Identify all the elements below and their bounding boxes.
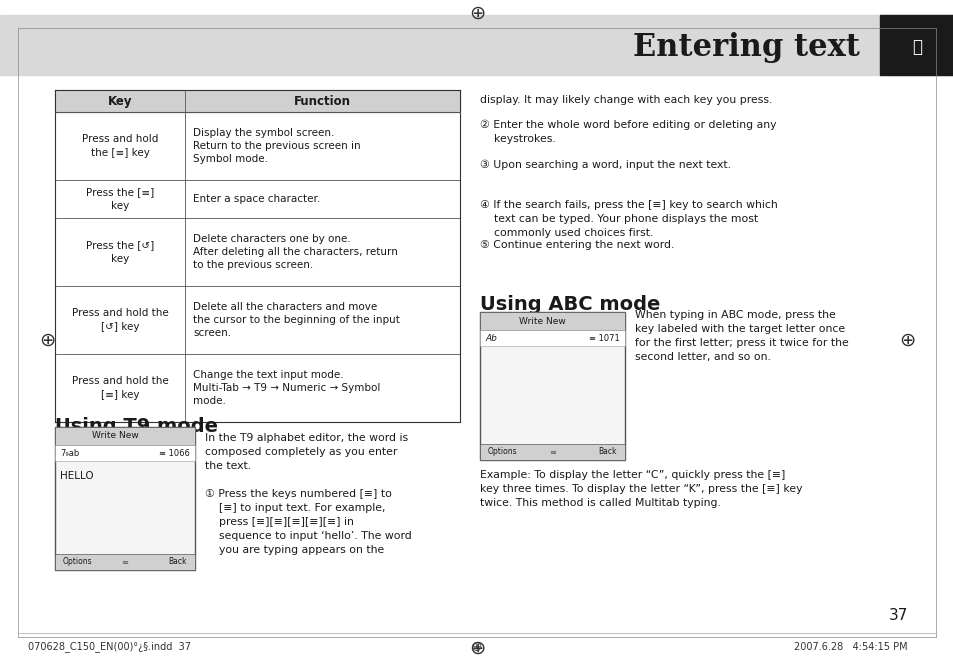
Text: ⊕: ⊕ (471, 640, 482, 654)
Text: Back: Back (598, 448, 617, 456)
Text: ⊕: ⊕ (468, 3, 485, 23)
Bar (479, 444, 624, 460)
Text: Options: Options (488, 448, 517, 456)
Text: Press and hold
the [≡] key: Press and hold the [≡] key (82, 134, 158, 158)
Text: Function: Function (294, 94, 351, 108)
Text: Key: Key (108, 94, 132, 108)
Text: Press and hold the
[↺] key: Press and hold the [↺] key (71, 309, 168, 332)
Bar (879, 15, 953, 75)
Text: Using ABC mode: Using ABC mode (479, 295, 659, 314)
Bar (0, 15, 953, 75)
Text: HELLO: HELLO (60, 471, 93, 481)
Text: Enter a space character.: Enter a space character. (193, 194, 320, 204)
Bar (55, 554, 194, 570)
Text: Delete all the characters and move
the cursor to the beginning of the input
scre: Delete all the characters and move the c… (193, 302, 399, 338)
Text: ⊕: ⊕ (898, 331, 914, 350)
Text: ≡ 1066: ≡ 1066 (159, 448, 190, 458)
Text: Back: Back (169, 557, 187, 567)
Text: Write New: Write New (518, 317, 565, 325)
Text: ≡ 1071: ≡ 1071 (589, 334, 619, 342)
Bar (55, 445, 194, 461)
Bar (479, 312, 624, 330)
Text: ≡: ≡ (548, 448, 556, 456)
Text: Entering text: Entering text (633, 31, 859, 63)
Text: ③ Upon searching a word, input the next text.: ③ Upon searching a word, input the next … (479, 160, 730, 170)
Bar (479, 330, 624, 346)
Text: 37: 37 (887, 608, 907, 622)
Bar (55, 427, 194, 445)
Text: Ab: Ab (484, 334, 497, 342)
Text: 070628_C150_EN(00)°¿§.indd  37: 070628_C150_EN(00)°¿§.indd 37 (28, 642, 191, 652)
Text: When typing in ABC mode, press the
key labeled with the target letter once
for t: When typing in ABC mode, press the key l… (635, 310, 848, 362)
Text: 7₉ab: 7₉ab (60, 448, 79, 458)
Text: Delete characters one by one.
After deleting all the characters, return
to the p: Delete characters one by one. After dele… (193, 234, 397, 270)
Text: Write New: Write New (91, 432, 138, 440)
Text: ≡: ≡ (121, 557, 129, 567)
Text: In the T9 alphabet editor, the word is
composed completely as you enter
the text: In the T9 alphabet editor, the word is c… (205, 433, 412, 555)
Text: ② Enter the whole word before editing or deleting any
    keystrokes.: ② Enter the whole word before editing or… (479, 120, 776, 144)
Text: Press and hold the
[≡] key: Press and hold the [≡] key (71, 376, 168, 400)
Text: ⊕: ⊕ (39, 331, 55, 350)
Text: ⊕: ⊕ (468, 638, 485, 658)
Text: Example: To display the letter “C”, quickly press the [≡]
key three times. To di: Example: To display the letter “C”, quic… (479, 470, 801, 508)
Text: Using T9 mode: Using T9 mode (55, 417, 218, 436)
Text: Change the text input mode.
Multi-Tab → T9 → Numeric → Symbol
mode.: Change the text input mode. Multi-Tab → … (193, 370, 380, 406)
Text: ④ If the search fails, press the [≡] key to search which
    text can be typed. : ④ If the search fails, press the [≡] key… (479, 200, 777, 238)
Text: display. It may likely change with each key you press.: display. It may likely change with each … (479, 95, 772, 105)
Text: 2007.6.28   4:54:15 PM: 2007.6.28 4:54:15 PM (794, 642, 907, 652)
Bar (55, 90, 459, 112)
Bar (55, 427, 194, 570)
Bar (479, 312, 624, 460)
Text: Press the [≡]
key: Press the [≡] key (86, 188, 154, 211)
Text: Display the symbol screen.
Return to the previous screen in
Symbol mode.: Display the symbol screen. Return to the… (193, 128, 360, 164)
Text: Press the [↺]
key: Press the [↺] key (86, 241, 154, 263)
Text: ⑤ Continue entering the next word.: ⑤ Continue entering the next word. (479, 240, 674, 250)
Text: 🔒: 🔒 (911, 38, 921, 56)
Text: Options: Options (63, 557, 92, 567)
